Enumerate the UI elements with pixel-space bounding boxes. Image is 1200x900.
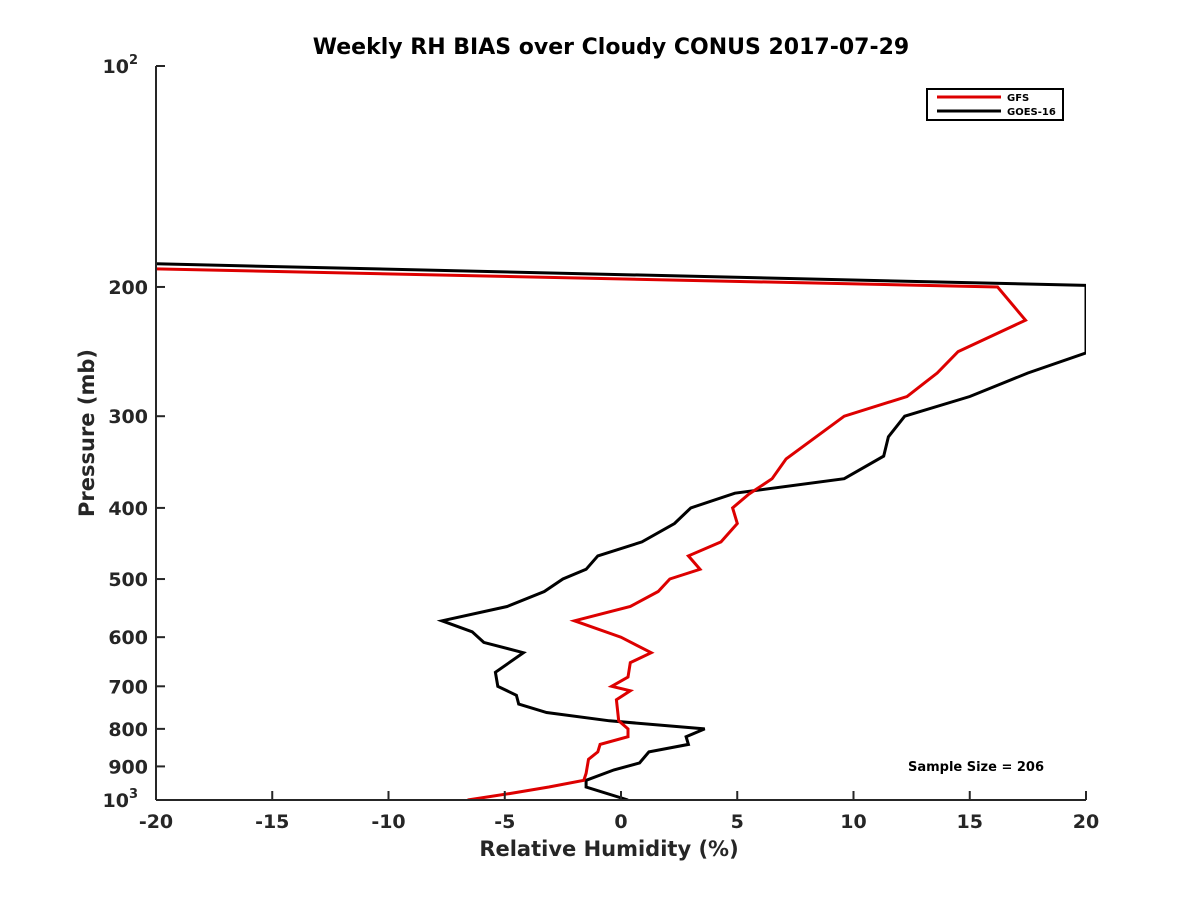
y-axis-label: Pressure (mb) bbox=[75, 349, 99, 517]
x-tick-label: -20 bbox=[139, 811, 173, 833]
x-axis-label: Relative Humidity (%) bbox=[479, 837, 738, 861]
x-tick-label: 10 bbox=[840, 811, 866, 833]
series-line-gfs bbox=[156, 267, 1028, 800]
y-tick-label: 103 bbox=[103, 787, 139, 812]
series-line-goes-16 bbox=[156, 262, 1086, 800]
y-tick-label: 102 bbox=[103, 53, 139, 78]
legend-label: GFS bbox=[1007, 93, 1029, 104]
x-tick-label: 0 bbox=[614, 811, 627, 833]
y-tick-label: 800 bbox=[108, 719, 148, 741]
legend-box bbox=[926, 88, 1064, 121]
sample-size-annotation: Sample Size = 206 bbox=[908, 760, 1044, 775]
legend: GFS GOES-16 bbox=[926, 88, 1064, 121]
x-tick-label: -10 bbox=[371, 811, 405, 833]
x-tick-label: 5 bbox=[731, 811, 744, 833]
y-tick-label: 400 bbox=[108, 498, 148, 520]
y-tick-label: 200 bbox=[108, 277, 148, 299]
x-tick-label: -15 bbox=[255, 811, 289, 833]
legend-label: GOES-16 bbox=[1007, 107, 1056, 118]
y-tick-label: 600 bbox=[108, 627, 148, 649]
plot-lines bbox=[156, 262, 1086, 800]
y-tick-label: 900 bbox=[108, 756, 148, 778]
y-tick-label: 700 bbox=[108, 676, 148, 698]
y-tick-label: 500 bbox=[108, 569, 148, 591]
y-tick-label: 300 bbox=[108, 406, 148, 428]
x-tick-label: 20 bbox=[1073, 811, 1099, 833]
y-ticks: 102 200 300 400 500 600 700 800 900 103 bbox=[103, 53, 165, 812]
x-tick-label: 15 bbox=[957, 811, 983, 833]
x-tick-label: -5 bbox=[494, 811, 515, 833]
chart-title: Weekly RH BIAS over Cloudy CONUS 2017-07… bbox=[313, 35, 909, 60]
x-ticks: -20 -15 -10 -5 0 5 10 15 20 bbox=[139, 791, 1099, 833]
